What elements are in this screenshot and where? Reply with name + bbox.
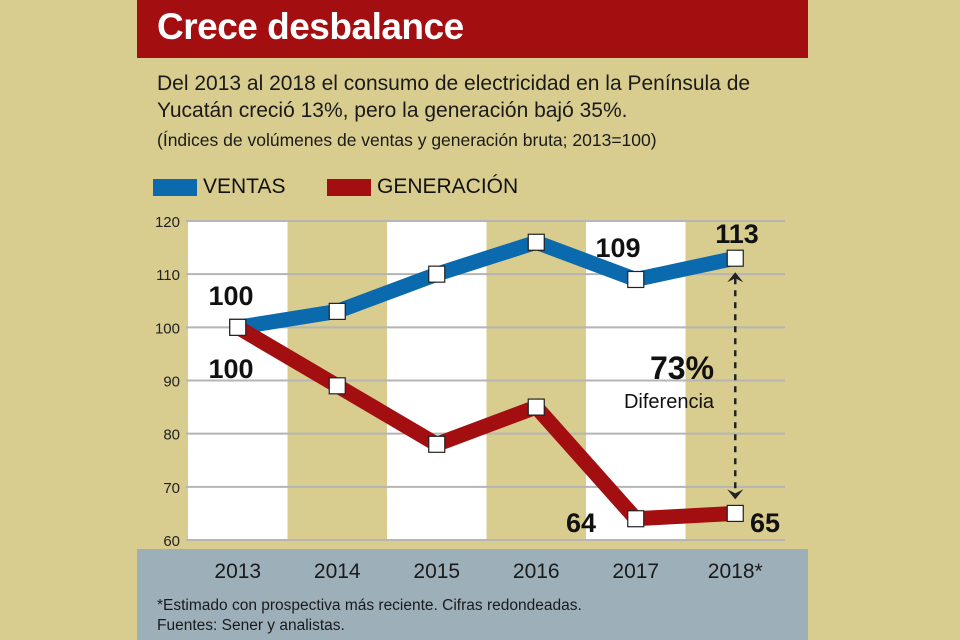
legend-swatch-ventas bbox=[153, 178, 197, 196]
data-point-generacion bbox=[428, 435, 446, 453]
footnote-1: *Estimado con prospectiva más reciente. … bbox=[157, 597, 582, 614]
x-axis-band bbox=[137, 549, 808, 640]
arrow-head-down-icon bbox=[727, 489, 744, 500]
data-point-ventas bbox=[328, 302, 346, 320]
x-tick-label: 2016 bbox=[513, 560, 560, 583]
legend-swatch-generacion bbox=[327, 178, 371, 196]
data-point-generacion bbox=[627, 510, 645, 528]
x-tick-label: 2018* bbox=[708, 560, 763, 583]
data-point-ventas bbox=[527, 233, 545, 251]
footnote-2: Fuentes: Sener y analistas. bbox=[157, 617, 345, 634]
arrow-head-up-icon bbox=[727, 272, 744, 283]
title-bar bbox=[137, 0, 808, 58]
data-label: 100 bbox=[208, 281, 253, 311]
data-label: 65 bbox=[750, 508, 780, 538]
legend-item-ventas: VENTAS bbox=[153, 175, 285, 199]
annotation-label: Diferencia bbox=[624, 391, 715, 413]
data-point-ventas bbox=[627, 270, 645, 289]
data-point-generacion bbox=[229, 318, 247, 336]
data-label: 113 bbox=[715, 219, 759, 249]
legend-label-generacion: GENERACIÓN bbox=[377, 175, 519, 198]
series-line-generacion bbox=[233, 320, 736, 527]
chart-note: (Índices de volúmenes de ventas y genera… bbox=[157, 130, 657, 150]
x-tick-label: 2013 bbox=[214, 560, 261, 583]
data-label: 100 bbox=[208, 354, 253, 384]
chart-subtitle: Del 2013 al 2018 el consumo de electrici… bbox=[157, 72, 751, 122]
data-label: 109 bbox=[595, 233, 640, 263]
y-tick-label: 60 bbox=[163, 533, 180, 550]
series-line-ventas bbox=[236, 234, 737, 335]
legend-item-generacion: GENERACIÓN bbox=[327, 175, 518, 199]
data-point-ventas bbox=[428, 265, 446, 283]
y-tick-label: 80 bbox=[163, 427, 180, 444]
legend-label-ventas: VENTAS bbox=[203, 175, 286, 198]
x-tick-label: 2015 bbox=[413, 560, 460, 583]
y-tick-label: 70 bbox=[163, 480, 180, 497]
data-point-generacion bbox=[328, 377, 346, 395]
x-tick-label: 2017 bbox=[612, 560, 659, 583]
data-point-generacion bbox=[726, 504, 744, 523]
y-tick-label: 120 bbox=[155, 214, 180, 231]
data-point-ventas bbox=[726, 249, 744, 267]
chart-title: Crece desbalance bbox=[157, 6, 464, 47]
annotation-value: 73% bbox=[650, 350, 714, 386]
y-tick-label: 90 bbox=[163, 374, 180, 391]
x-tick-label: 2014 bbox=[314, 560, 361, 583]
y-tick-label: 110 bbox=[156, 267, 180, 284]
data-point-generacion bbox=[527, 398, 545, 416]
data-label: 64 bbox=[566, 508, 596, 538]
y-tick-label: 100 bbox=[155, 320, 180, 337]
